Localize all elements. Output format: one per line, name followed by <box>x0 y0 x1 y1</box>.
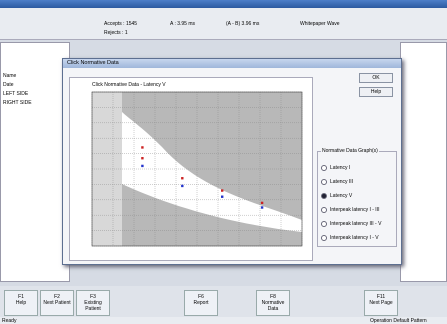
radio-label: Interpeak latency III - V <box>330 221 382 227</box>
fkey-button[interactable]: F8 Normative Data <box>256 290 290 316</box>
ab-value: (A - B) 3.96 ms <box>226 21 260 27</box>
fkey-button[interactable]: F1 Help <box>4 290 38 316</box>
radio <box>321 179 327 185</box>
radio-option[interactable]: Interpeak latency I - III <box>321 203 381 217</box>
data-point <box>181 177 184 180</box>
options: Latency I Latency III Latency V Interpeak l… <box>321 161 381 245</box>
upper-norm-band <box>122 92 302 220</box>
tree-panel <box>0 42 70 282</box>
fkey-id: F3 <box>90 294 96 300</box>
dialog: Click Normative Data OK Help Normative D… <box>62 58 402 265</box>
data-point <box>141 157 144 160</box>
status-right: Operation Default Pattern <box>370 318 427 324</box>
fkey-id: F1 <box>18 294 24 300</box>
fkey-button[interactable]: F2 Next Patient <box>40 290 74 316</box>
fkey-bar: F1 Help F2 Next Patient F3 Existing Patient F6… <box>0 286 447 318</box>
help-button[interactable]: Help <box>359 87 393 97</box>
radio-label: Interpeak latency I - III <box>330 207 380 213</box>
accepts: Accepts : 1545 <box>104 21 138 27</box>
title-bar <box>0 0 447 8</box>
tree-item: LEFT SIDE <box>3 91 29 97</box>
a-value: A : 3.95 ms <box>170 21 196 27</box>
radio-label: Latency I <box>330 165 351 171</box>
fkey-label: Next Page <box>369 300 393 306</box>
plot-frame <box>91 91 303 247</box>
fkey-id: F2 <box>54 294 60 300</box>
radio-option[interactable]: Interpeak latency I - V <box>321 231 381 245</box>
radio <box>321 235 327 241</box>
fkey-label: Existing Patient <box>84 300 102 312</box>
status-left: Ready <box>2 318 17 324</box>
tree-item: Name <box>3 73 17 79</box>
radio <box>321 193 327 199</box>
dialog-title-bar <box>63 59 401 68</box>
radio-option[interactable]: Latency I <box>321 161 381 175</box>
radio-label: Interpeak latency I - V <box>330 235 379 241</box>
tree-list: Name Date LEFT SIDE RIGHT SIDE <box>3 72 32 108</box>
tree-item: Date <box>3 82 14 88</box>
data-point <box>260 206 264 209</box>
fkey-label: Normative Data <box>261 300 285 312</box>
chart-title: Click Normative Data - Latency V <box>92 82 166 88</box>
fkey-button[interactable]: F3 Existing Patient <box>76 290 110 316</box>
radio <box>321 207 327 213</box>
radio-option[interactable]: Latency V <box>321 189 381 203</box>
data-point <box>181 184 184 188</box>
fkey-id: F6 <box>198 294 204 300</box>
dialog-title: Click Normative Data <box>67 60 119 66</box>
waveform-panel <box>400 42 447 282</box>
data-point <box>221 195 224 198</box>
data-point <box>141 164 144 168</box>
data-point <box>260 201 264 205</box>
radio <box>321 165 327 171</box>
radio <box>321 221 327 227</box>
rejects: Rejects : 1 <box>104 30 128 36</box>
radio-label: Latency V <box>330 193 353 199</box>
radio-label: Latency III <box>330 179 354 185</box>
chart: Click Normative Data - Latency V <box>69 77 313 261</box>
group-title: Normative Data Graph(s) <box>321 148 379 154</box>
data-point <box>141 146 144 149</box>
fkey-button[interactable]: F11 Next Page <box>364 290 398 316</box>
fkey-label: Report <box>193 300 209 306</box>
radio-option[interactable]: Latency III <box>321 175 381 189</box>
status-bar <box>0 317 447 324</box>
fkey-button[interactable]: F6 Report <box>184 290 218 316</box>
fkey-id: F8 <box>270 294 276 300</box>
ok-button[interactable]: OK <box>359 73 393 83</box>
fkey-label: Help <box>15 300 27 306</box>
fkey-id: F11 <box>376 294 386 300</box>
toolbar <box>0 8 447 40</box>
repeat: Whitepaper Wave <box>300 21 340 27</box>
tree-item: RIGHT SIDE <box>3 100 32 106</box>
fkey-label: Next Patient <box>43 300 71 306</box>
radio-option[interactable]: Interpeak latency III - V <box>321 217 381 231</box>
data-point <box>221 189 224 192</box>
